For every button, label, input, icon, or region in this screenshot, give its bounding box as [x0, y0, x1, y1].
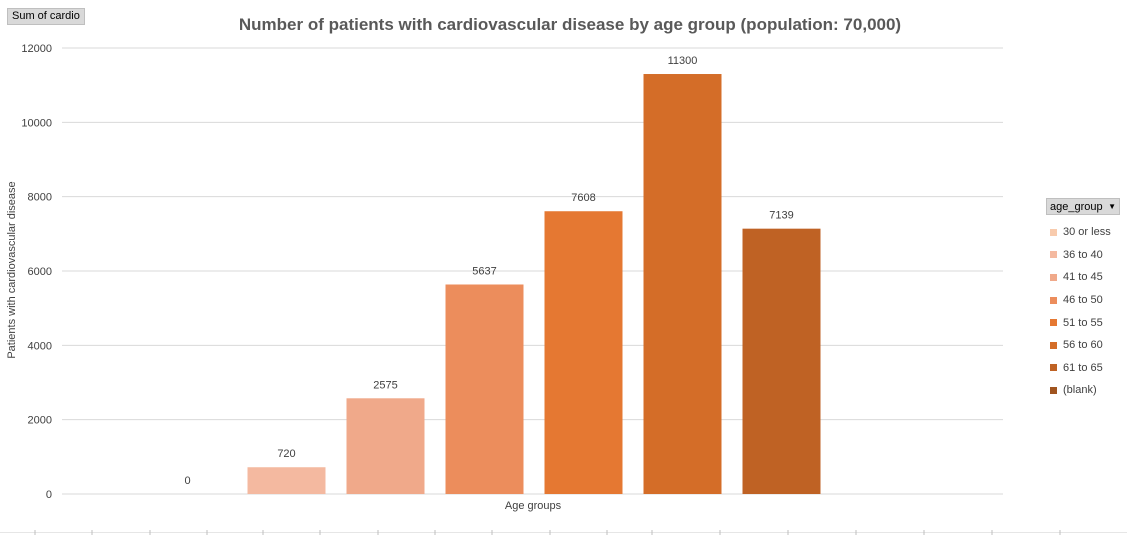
legend-item: 56 to 60: [1046, 334, 1120, 357]
legend-swatch: [1050, 341, 1057, 349]
legend-item: 41 to 45: [1046, 266, 1120, 289]
legend-label: 36 to 40: [1063, 248, 1103, 261]
legend-label: 56 to 60: [1063, 339, 1103, 352]
bar-61-to-65[interactable]: [742, 228, 821, 494]
legend-item: 61 to 65: [1046, 357, 1120, 380]
data-label: 2575: [373, 379, 397, 391]
data-labels: 0 720 2575 5637 7608 11300 7139: [184, 55, 793, 487]
y-tick-label: 2000: [28, 415, 52, 427]
legend-label: (blank): [1063, 384, 1097, 397]
bar-46-to-50[interactable]: [445, 284, 524, 494]
bar-41-to-45[interactable]: [346, 398, 425, 494]
y-tick-label: 8000: [28, 192, 52, 204]
legend-swatch: [1050, 296, 1057, 304]
legend-swatch: [1050, 364, 1057, 372]
legend-swatch: [1050, 386, 1057, 394]
age-group-filter-button[interactable]: age_group ▼: [1046, 198, 1120, 215]
chart-title: Number of patients with cardiovascular d…: [238, 15, 902, 34]
legend-swatch: [1050, 319, 1057, 327]
y-axis-tick-labels: 0 2000 4000 6000 8000 10000 12000: [21, 43, 52, 501]
data-label: 720: [277, 448, 295, 460]
legend-entries: 30 or less 36 to 40 41 to 45 46 to 50 51 to …: [1046, 221, 1120, 402]
data-label: 0: [184, 475, 190, 487]
legend-label: 46 to 50: [1063, 294, 1103, 307]
legend-item: 46 to 50: [1046, 289, 1120, 312]
data-label: 11300: [668, 55, 698, 67]
y-tick-label: 10000: [21, 117, 52, 129]
data-label: 7608: [571, 192, 595, 204]
legend-item: 36 to 40: [1046, 244, 1120, 267]
bar-36-to-40[interactable]: [247, 467, 326, 494]
y-axis-label: Patients with cardiovascular disease: [6, 181, 18, 358]
legend-label: 30 or less: [1063, 226, 1111, 239]
y-tick-label: 4000: [28, 340, 52, 352]
bars: [247, 74, 821, 495]
y-tick-label: 6000: [28, 266, 52, 278]
sum-of-cardio-field-button[interactable]: Sum of cardio: [7, 8, 85, 25]
legend-label: 61 to 65: [1063, 361, 1103, 374]
legend-label: 51 to 55: [1063, 316, 1103, 329]
bar-51-to-55[interactable]: [544, 211, 623, 494]
legend-label: 41 to 45: [1063, 271, 1103, 284]
y-tick-label: 12000: [21, 43, 52, 55]
data-label: 5637: [472, 265, 496, 277]
data-label: 7139: [769, 210, 793, 222]
gridlines: [62, 47, 1003, 495]
dropdown-arrow-icon: ▼: [1108, 202, 1116, 211]
legend-title: age_group: [1050, 200, 1103, 213]
legend-item: (blank): [1046, 379, 1120, 402]
legend-item: 51 to 55: [1046, 311, 1120, 334]
legend-swatch: [1050, 251, 1057, 259]
legend-item: 30 or less: [1046, 221, 1120, 244]
legend: age_group ▼ 30 or less 36 to 40 41 to 45 46…: [1046, 198, 1120, 402]
legend-swatch: [1050, 228, 1057, 236]
bar-56-to-60[interactable]: [643, 74, 722, 495]
y-tick-label: 0: [46, 489, 52, 501]
bottom-tick-marks: [0, 530, 1127, 535]
x-axis-label: Age groups: [505, 500, 562, 512]
legend-swatch: [1050, 273, 1057, 281]
